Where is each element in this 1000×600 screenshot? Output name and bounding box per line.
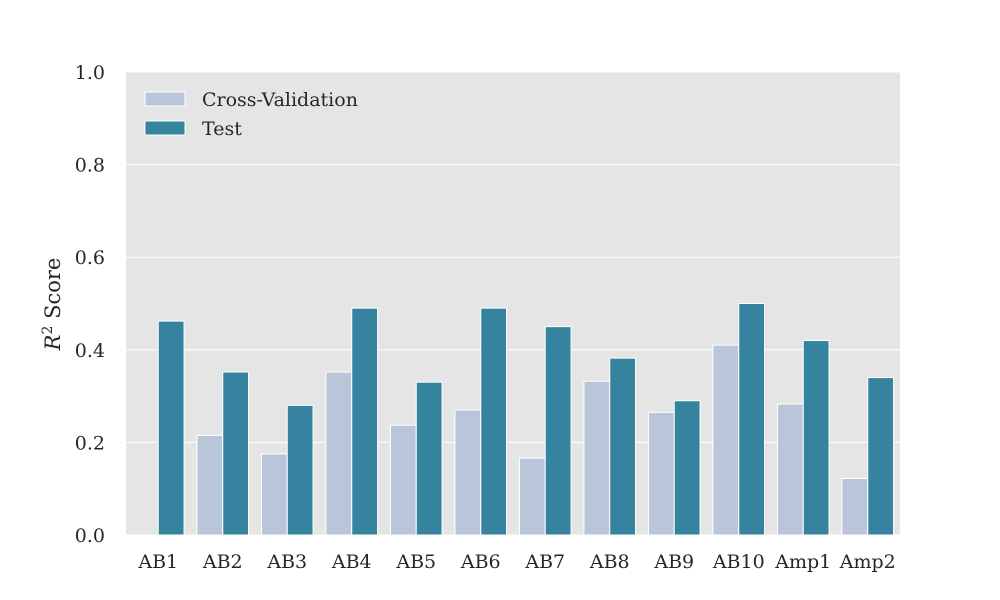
x-tick-label: AB2 bbox=[202, 551, 243, 573]
y-tick-label: 0.0 bbox=[75, 525, 105, 547]
bar-cross-validation-ab5 bbox=[389, 424, 417, 536]
bar-test-ab3 bbox=[286, 404, 314, 536]
x-tick-label: AB9 bbox=[653, 551, 694, 573]
bar-test-ab7 bbox=[544, 326, 572, 536]
y-axis-label: R2 Score bbox=[40, 258, 65, 352]
bar-cross-validation-ab2 bbox=[196, 434, 224, 536]
bar-test-ab5 bbox=[415, 381, 443, 536]
bars bbox=[157, 303, 895, 536]
y-axis-label-superscript: 2 bbox=[40, 326, 56, 335]
y-tick-labels: 0.0 0.2 0.4 0.6 0.8 1.0 bbox=[75, 62, 105, 547]
x-tick-label: Amp1 bbox=[774, 551, 831, 573]
bar-cross-validation-ab10 bbox=[712, 344, 740, 536]
bar-test-ab9 bbox=[673, 400, 701, 536]
x-tick-labels: AB1 AB2 AB3 AB4 AB5 AB6 AB7 AB8 AB9 AB10 Amp1 Amp2 bbox=[137, 551, 895, 573]
bar-cross-validation-ab9 bbox=[647, 411, 675, 536]
x-tick-label: AB1 bbox=[137, 551, 178, 573]
bar-test-ab6 bbox=[480, 307, 508, 536]
bar-test-amp2 bbox=[867, 377, 895, 536]
legend-label: Cross-Validation bbox=[202, 89, 358, 111]
bar-cross-validation-amp2 bbox=[841, 478, 869, 536]
bar-test-ab4 bbox=[351, 307, 379, 536]
legend-swatch bbox=[144, 91, 186, 107]
x-tick-label: AB8 bbox=[589, 551, 630, 573]
x-tick-label: Amp2 bbox=[839, 551, 896, 573]
x-tick-label: AB6 bbox=[460, 551, 501, 573]
y-tick-label: 0.6 bbox=[75, 247, 105, 269]
plot-area bbox=[126, 72, 900, 535]
bar-cross-validation-ab4 bbox=[325, 371, 353, 536]
y-tick-label: 0.4 bbox=[75, 340, 105, 362]
y-axis-label-text: Score bbox=[41, 258, 65, 326]
bar-test-amp1 bbox=[802, 340, 830, 536]
bar-cross-validation-ab3 bbox=[260, 453, 288, 536]
y-axis-label-symbol: R bbox=[41, 334, 65, 351]
y-tick-label: 0.8 bbox=[75, 155, 105, 177]
legend-swatch bbox=[144, 120, 186, 136]
x-tick-label: AB10 bbox=[712, 551, 765, 573]
bar-test-ab10 bbox=[738, 303, 766, 536]
y-tick-label: 0.2 bbox=[75, 432, 105, 454]
bar-test-ab2 bbox=[222, 371, 250, 536]
gridlines bbox=[126, 71, 900, 536]
bar-cross-validation-amp1 bbox=[776, 403, 804, 536]
y-tick-label: 1.0 bbox=[75, 62, 105, 84]
legend: Cross-Validation Test bbox=[144, 89, 358, 140]
x-tick-label: AB4 bbox=[331, 551, 372, 573]
bar-test-ab1 bbox=[157, 320, 185, 536]
x-tick-label: AB3 bbox=[266, 551, 307, 573]
bar-cross-validation-ab7 bbox=[518, 457, 546, 536]
x-tick-label: AB7 bbox=[524, 551, 565, 573]
bar-test-ab8 bbox=[609, 357, 637, 536]
bar-cross-validation-ab6 bbox=[454, 409, 482, 536]
x-tick-label: AB5 bbox=[395, 551, 436, 573]
bar-cross-validation-ab8 bbox=[583, 380, 611, 536]
legend-label: Test bbox=[202, 118, 242, 140]
